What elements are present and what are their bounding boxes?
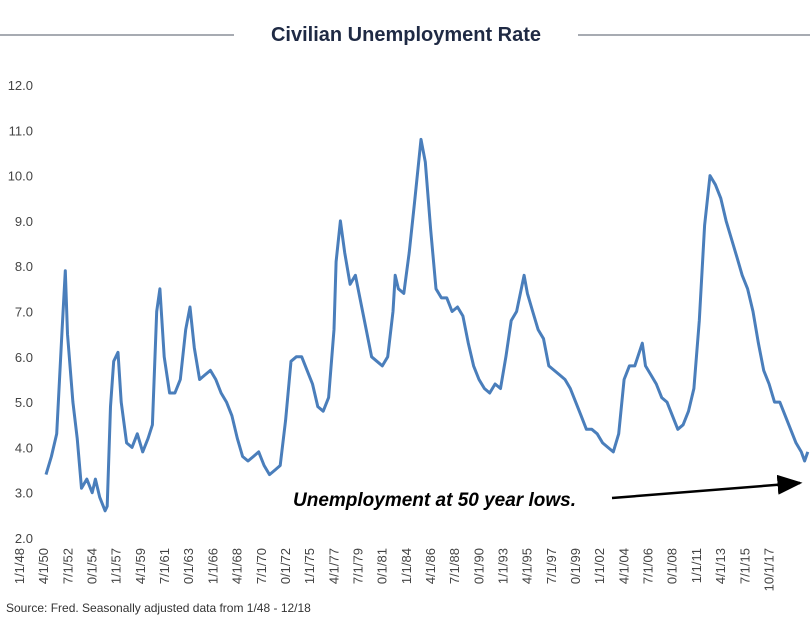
x-tick-label: 4/1/77 [326,548,341,584]
x-tick-label: 1/1/66 [205,548,220,584]
x-tick-label: 7/1/61 [157,548,172,584]
x-tick-label: 0/1/99 [568,548,583,584]
x-tick-label: 7/1/15 [737,548,752,584]
y-tick-label: 11.0 [9,123,33,138]
x-tick-label: 7/1/06 [641,548,656,584]
annotation: Unemployment at 50 year lows. [293,490,576,511]
x-tick-label: 0/1/81 [375,548,390,584]
x-tick-label: 4/1/86 [423,548,438,584]
y-tick-label: 4.0 [15,440,33,455]
x-tick-label: 0/1/90 [471,548,486,584]
y-tick-label: 3.0 [15,486,33,501]
y-tick-label: 6.0 [15,350,33,365]
data-line [44,137,810,513]
x-tick-label: 0/1/08 [665,548,680,584]
x-tick-label: 0/1/72 [278,548,293,584]
x-tick-label: 7/1/79 [350,548,365,584]
x-tick-label: 4/1/04 [616,548,631,584]
source: Source: Fred. Seasonally adjusted data f… [6,601,311,615]
x-tick-label: 4/1/68 [230,548,245,584]
x-tick-label: 1/1/11 [689,548,704,583]
x-tick-label: 1/1/84 [399,548,414,584]
x-tick-label: 4/1/50 [36,548,51,584]
x-tick-label: 1/1/93 [496,548,511,584]
x-tick-label: 7/1/97 [544,548,559,584]
x-tick-label: 4/1/59 [133,548,148,584]
x-tick-label: 7/1/70 [254,548,269,584]
x-tick-label: 1/1/57 [109,548,124,584]
x-tick-label: 7/1/88 [447,548,462,584]
y-tick-label: 12.0 [8,78,33,93]
annotation-arrow [611,474,803,500]
x-tick-label: 4/1/13 [713,548,728,584]
x-tick-label: 1/1/02 [592,548,607,584]
x-tick-label: 0/1/54 [85,548,100,584]
y-tick-label: 2.0 [15,531,33,546]
x-tick-label: 10/1/17 [761,548,776,591]
x-tick-label: 0/1/63 [181,548,196,584]
y-tick-label: 5.0 [15,395,33,410]
x-tick-label: 1/1/75 [302,548,317,584]
x-tick-label: 7/1/52 [60,548,75,584]
x-tick-label: 1/1/48 [12,548,27,584]
chart-title: Civilian Unemployment Rate [271,24,541,46]
y-tick-label: 7.0 [15,305,33,320]
y-tick-label: 8.0 [15,259,33,274]
x-tick-label: 4/1/95 [520,548,535,584]
y-tick-label: 9.0 [15,214,33,229]
y-tick-label: 10.0 [8,169,33,184]
